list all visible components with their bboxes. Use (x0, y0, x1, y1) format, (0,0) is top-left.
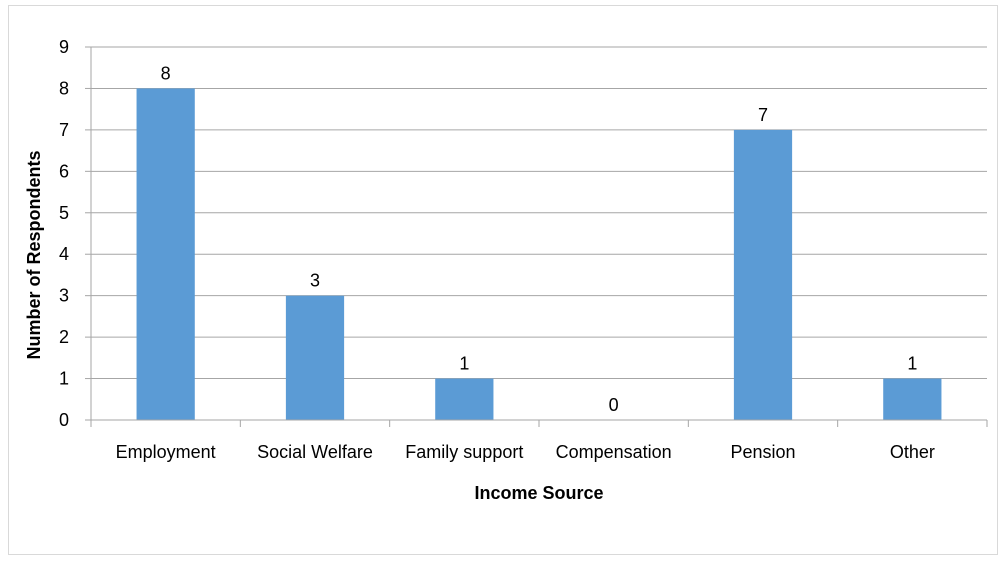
data-label-social-welfare: 3 (310, 271, 320, 291)
axes (85, 46, 988, 427)
data-label-other: 1 (907, 354, 917, 374)
y-tick-label-0: 0 (59, 410, 69, 430)
x-tick-label-compensation: Compensation (556, 442, 672, 462)
x-axis-title: Income Source (474, 483, 603, 503)
x-tick-label-employment: Employment (116, 442, 216, 462)
y-tick-label-8: 8 (59, 78, 69, 98)
bar-social-welfare (285, 295, 345, 420)
bars (136, 88, 942, 420)
gridlines (91, 46, 987, 380)
y-tick-label-6: 6 (59, 161, 69, 181)
bar-employment (136, 88, 195, 420)
x-tick-label-family-support: Family support (405, 442, 523, 462)
bar-family-support (435, 378, 494, 420)
y-axis-title: Number of Respondents (24, 150, 44, 359)
bar-pension (733, 129, 793, 420)
bar-other (883, 378, 942, 420)
data-labels: 8 3 1 0 7 1 (161, 63, 918, 415)
y-tick-labels: 0 1 2 3 4 5 6 7 8 9 (59, 37, 69, 430)
y-tick-label-7: 7 (59, 120, 69, 140)
x-tick-labels: Employment Social Welfare Family support Co… (116, 442, 935, 462)
y-tick-label-1: 1 (59, 369, 69, 389)
data-label-pension: 7 (758, 105, 768, 125)
y-tick-label-3: 3 (59, 286, 69, 306)
x-tick-label-pension: Pension (730, 442, 795, 462)
data-label-compensation: 0 (609, 395, 619, 415)
x-tick-label-social-welfare: Social Welfare (257, 442, 373, 462)
data-label-employment: 8 (161, 63, 171, 83)
data-label-family-support: 1 (459, 354, 469, 374)
y-tick-label-2: 2 (59, 327, 69, 347)
y-tick-label-9: 9 (59, 37, 69, 57)
y-tick-label-5: 5 (59, 203, 69, 223)
y-tick-label-4: 4 (59, 244, 69, 264)
x-tick-label-other: Other (890, 442, 935, 462)
